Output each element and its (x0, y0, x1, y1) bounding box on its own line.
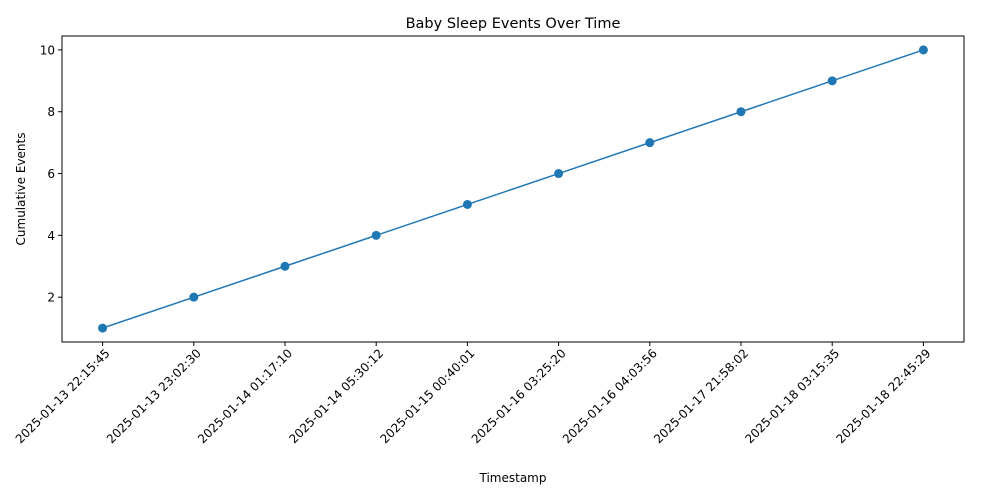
y-tick-label: 2 (47, 291, 55, 305)
data-point (189, 292, 199, 302)
data-point (98, 323, 108, 333)
y-axis-label: Cumulative Events (14, 133, 28, 246)
data-point (645, 138, 655, 148)
data-point (827, 76, 837, 86)
y-tick-label: 10 (40, 43, 55, 57)
y-tick-label: 6 (47, 167, 55, 181)
y-tick-label: 4 (47, 229, 55, 243)
chart-title: Baby Sleep Events Over Time (406, 16, 621, 32)
data-point (280, 261, 290, 271)
y-tick-label: 8 (47, 105, 55, 119)
data-point (736, 107, 746, 117)
series-line (102, 49, 924, 329)
data-point (371, 230, 381, 240)
data-point (554, 169, 564, 179)
data-point (462, 199, 472, 209)
x-axis-label: Timestamp (479, 471, 547, 485)
data-point (918, 45, 928, 55)
plot-frame (61, 35, 965, 343)
